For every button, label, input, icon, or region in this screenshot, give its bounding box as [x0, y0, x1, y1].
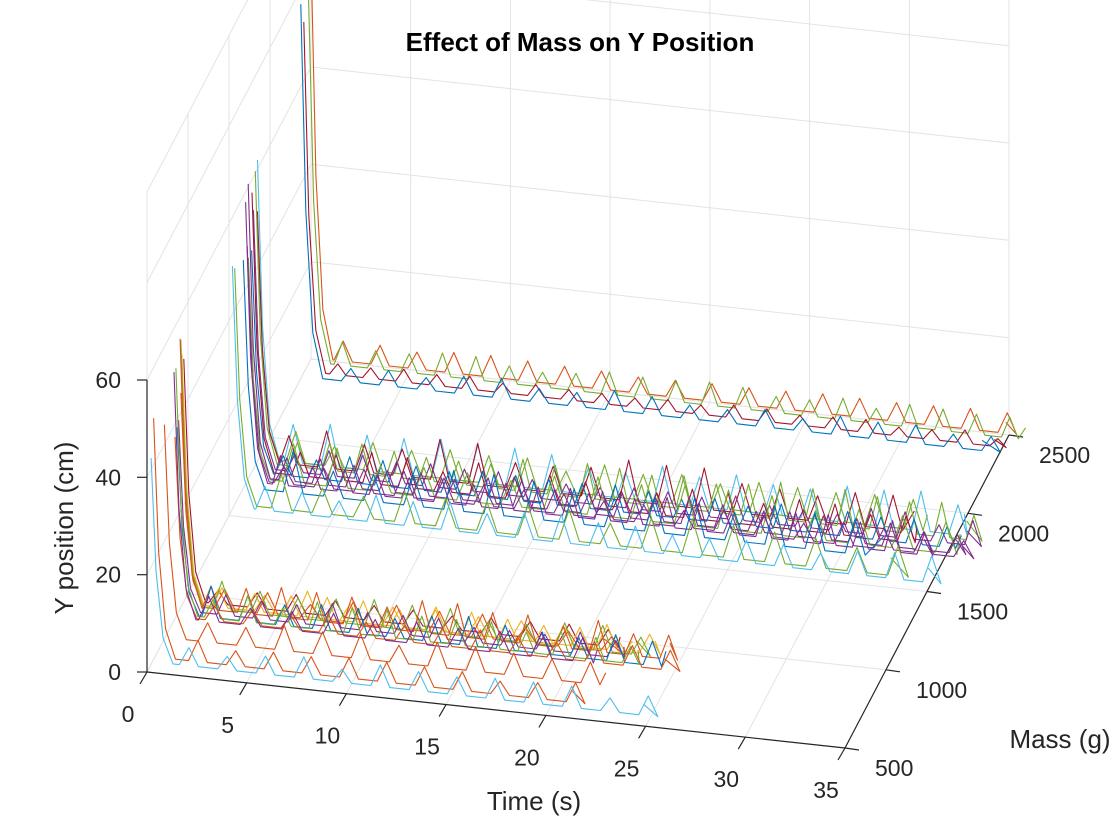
y-tick-mark [1008, 434, 1024, 438]
grid-line [146, 164, 312, 478]
series-line [231, 265, 942, 585]
x-tick-mark [139, 671, 148, 685]
grid-line [228, 515, 928, 592]
axes-box [137, 379, 1024, 761]
series-line [175, 368, 640, 666]
grid-line [269, 436, 969, 514]
x-tick-label: 35 [813, 777, 839, 803]
series-line [246, 245, 975, 560]
series-line [247, 183, 967, 556]
series-line [242, 260, 885, 556]
series-line [308, 0, 1027, 440]
y-tick-label: 500 [875, 755, 913, 781]
grid-line [584, 0, 1010, 47]
x-tick-label: 20 [514, 744, 540, 770]
grid-line [146, 358, 312, 673]
grid-line [310, 66, 1010, 144]
series-line [180, 339, 651, 657]
x-tick-label: 15 [414, 734, 440, 760]
x-tick-mark [538, 715, 547, 728]
x-tick-label: 0 [122, 701, 135, 727]
chart-title: Effect of Mass on Y Position [406, 27, 755, 57]
series-line [153, 418, 586, 705]
x-tick-mark [338, 693, 347, 707]
y-tick-mark [885, 669, 901, 673]
series-line [254, 171, 983, 542]
z-tick-label: 0 [108, 659, 121, 685]
grid-line [187, 593, 887, 671]
y-tick-mark [967, 512, 983, 516]
series-line [178, 420, 626, 660]
series-line [300, 4, 1002, 454]
y-tick-label: 1500 [957, 599, 1008, 625]
x-tick-label: 10 [315, 723, 341, 749]
x-axis-label: Time (s) [487, 786, 581, 816]
series-line [245, 202, 934, 557]
x-axis-line [146, 671, 846, 749]
grid-line [146, 261, 312, 575]
x-tick-mark [638, 725, 647, 739]
grid-line [310, 261, 1010, 339]
x-tick-mark [837, 747, 846, 761]
tick-labels: 0 5 10 15 20 25 30 35 500 1000 1500 2000 2500 0 20 40 60 [95, 367, 1090, 803]
y-tick-label: 2000 [998, 520, 1049, 546]
grid-line [310, 163, 1010, 241]
grid-line [146, 0, 249, 193]
x-tick-label: 5 [221, 712, 234, 738]
x-tick-mark [239, 682, 248, 696]
series-line [311, 0, 1018, 435]
series-line [174, 436, 681, 672]
y-tick-mark [926, 590, 942, 595]
y-tick-mark [844, 747, 860, 751]
grid-line [146, 66, 312, 381]
series-line [234, 268, 909, 578]
series-line [163, 424, 607, 686]
grid-line [146, 0, 296, 283]
series-group [150, 0, 1027, 718]
series-line [180, 392, 623, 654]
x-tick-mark [737, 736, 746, 750]
series-line [173, 372, 598, 664]
x-tick-mark [438, 704, 447, 717]
series-line [251, 192, 918, 544]
series-line [150, 457, 659, 718]
grid-lines [146, 0, 1010, 749]
x-tick-label: 30 [714, 766, 740, 792]
y-tick-label: 2500 [1039, 442, 1090, 468]
x-tick-label: 25 [614, 755, 640, 781]
z-tick-label: 40 [95, 464, 121, 490]
y-tick-label: 1000 [916, 677, 967, 703]
series-line [179, 338, 679, 661]
series-line [303, 21, 1007, 449]
y-axis-label: Mass (g) [1009, 724, 1110, 754]
z-axis-label: Y position (cm) [49, 442, 79, 615]
z-tick-label: 60 [95, 367, 121, 393]
z-tick-label: 20 [95, 562, 121, 588]
grid-line [310, 358, 1010, 436]
